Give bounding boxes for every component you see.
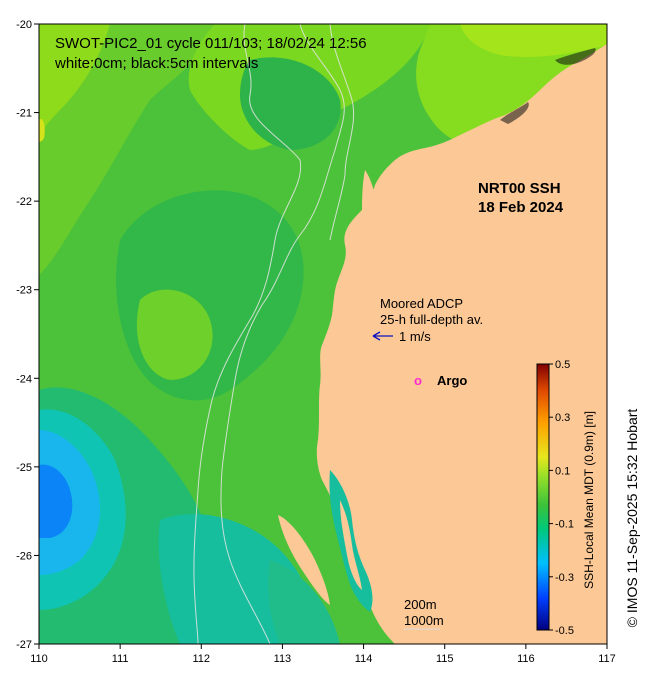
lon-tick-label: 111 [112, 653, 129, 665]
map-title-line2: white:0cm; black:5cm intervals [54, 55, 258, 72]
lat-tick-label: -20 [16, 19, 32, 31]
colorbar-tick-label: 0.3 [555, 412, 570, 424]
colorbar-tick-label: 0.1 [555, 465, 570, 477]
cape-peninsula [362, 170, 378, 252]
argo-marker-icon: o [414, 373, 422, 388]
island-dirk-hartog [278, 515, 330, 605]
plot-frame [38, 23, 608, 645]
map-plot-area [39, 24, 607, 644]
contour-200m-line [220, 24, 345, 644]
lon-tick-label: 114 [355, 653, 373, 665]
ssh-patch-highwest [39, 24, 215, 275]
ssh-contour-fills [39, 24, 607, 644]
contour-200m-label: 200m [404, 597, 437, 612]
lon-tick-label: 115 [436, 653, 454, 665]
colorbar-ticks: 0.5 0.3 0.1 -0.1 -0.3 -0.5 [549, 359, 574, 637]
lat-tick-label: -21 [16, 108, 32, 120]
contour-shelf-line [329, 24, 355, 241]
contour-1000m-label: 1000m [404, 613, 444, 628]
colorbar-tick-label: 0.5 [555, 359, 570, 371]
lon-tick-label: 116 [517, 653, 535, 665]
map-title-line1: SWOT-PIC2_01 cycle 011/103; 18/02/24 12:… [55, 35, 367, 52]
peninsula [340, 500, 362, 590]
ssh-patch-shelf-south [268, 560, 340, 644]
ssh-patch-yellow [39, 119, 45, 142]
credit-text: © IMOS 11-Sep-2025 15:32 Hobart [624, 409, 640, 628]
ssh-patch-central-high [136, 289, 213, 380]
longitude-axis: 110 111 112 113 114 115 116 117 [30, 644, 616, 665]
ssh-patch-blue [39, 464, 73, 538]
lon-tick-label: 113 [274, 653, 292, 665]
velocity-scale-arrow [372, 331, 393, 341]
lat-tick-label: -26 [16, 550, 32, 562]
lon-tick-label: 112 [193, 653, 211, 665]
contour-1000m-line [193, 24, 302, 644]
velocity-scale-label: 1 m/s [399, 329, 431, 344]
lat-tick-label: -27 [16, 639, 32, 651]
argo-label: Argo [437, 373, 467, 388]
product-label: NRT00 SSH [478, 180, 561, 197]
lat-tick-label: -23 [16, 285, 32, 297]
latitude-axis: -20 -21 -22 -23 -24 -25 -26 -27 [16, 19, 39, 651]
product-date: 18 Feb 2024 [478, 199, 564, 216]
land-mass [316, 24, 607, 644]
lat-tick-label: -24 [16, 373, 32, 385]
coastal-reef-features [500, 48, 596, 124]
ssh-patch-high-nw [39, 24, 110, 135]
ssh-patch-yellowgreen [460, 24, 607, 57]
lat-tick-label: -22 [16, 196, 32, 208]
colorbar-tick-label: -0.5 [555, 625, 574, 637]
colorbar-gradient [536, 363, 550, 631]
lat-tick-label: -25 [16, 462, 32, 474]
lon-tick-label: 110 [30, 653, 48, 665]
colorbar-tick-label: -0.1 [555, 519, 574, 531]
adcp-legend-line2: 25-h full-depth av. [380, 312, 483, 327]
colorbar-tick-label: -0.3 [555, 572, 574, 584]
lon-tick-label: 117 [598, 653, 616, 665]
bathymetry-contours [193, 24, 355, 644]
adcp-legend-line1: Moored ADCP [380, 296, 463, 311]
colorbar: 0.5 0.3 0.1 -0.1 -0.3 -0.5 SSH-Local Mean MDT… [536, 359, 596, 637]
colorbar-label: SSH-Local Mean MDT (0.9m) [m] [582, 411, 596, 589]
